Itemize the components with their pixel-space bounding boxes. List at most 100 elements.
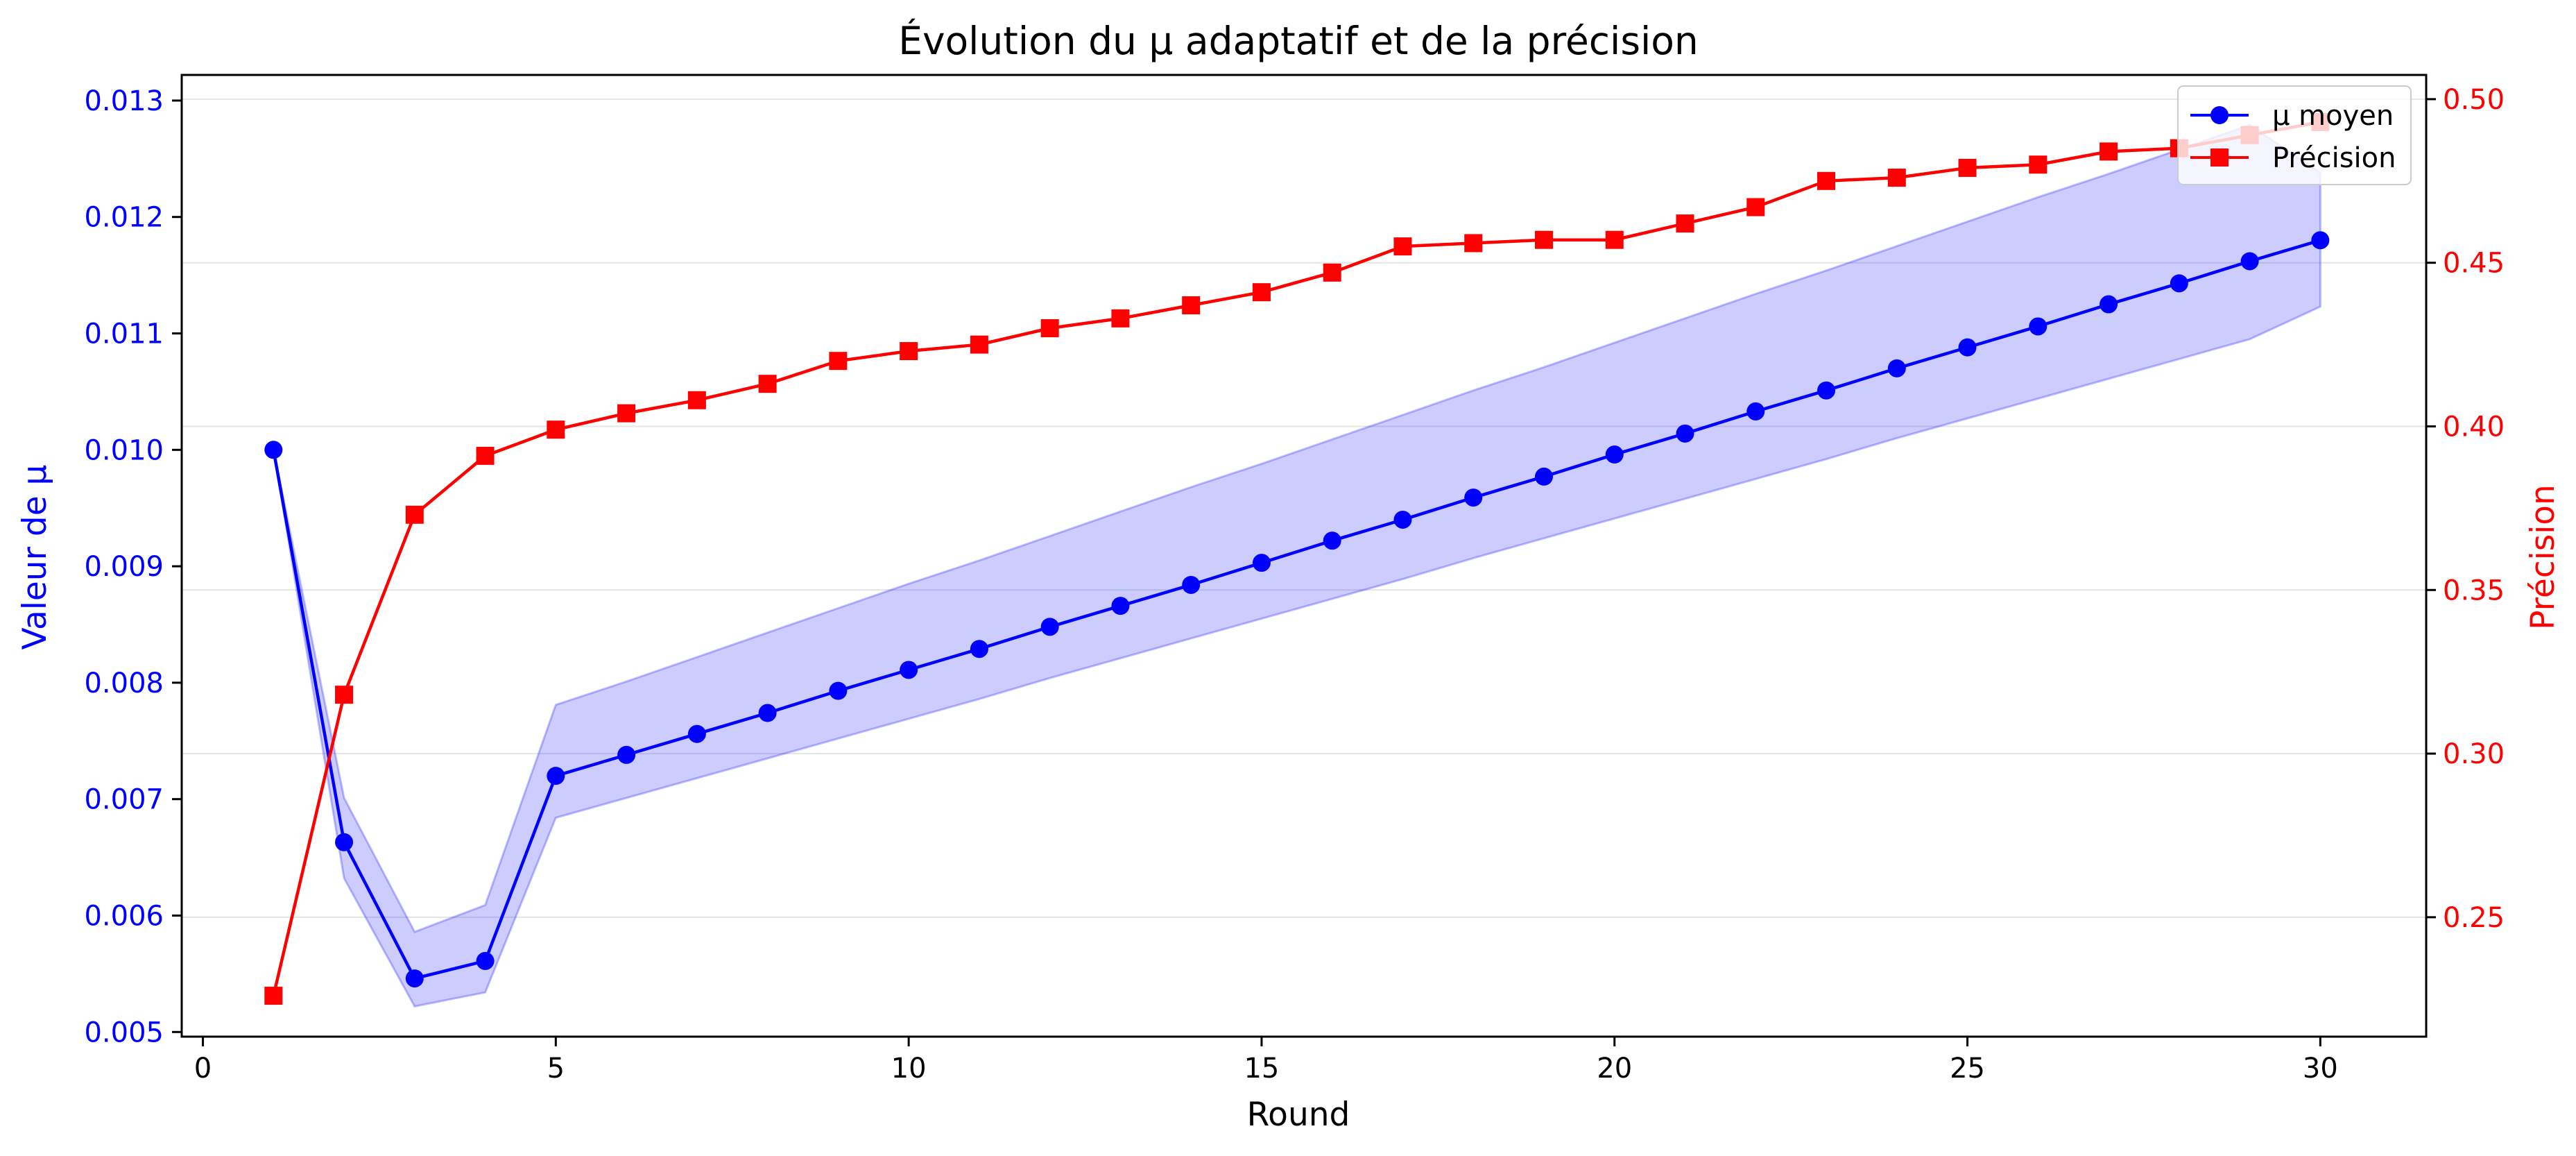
mu-point [1040,618,1059,636]
mu-point [1393,510,1412,529]
x-tick-label: 0 [194,1053,212,1085]
legend: µ moyen Précision [2177,85,2412,185]
x-tick-label: 15 [1244,1053,1279,1085]
mu-point [2311,231,2330,250]
chart-title: Évolution du µ adaptatif et de la précis… [898,19,1699,63]
x-tick-label: 25 [1950,1053,1985,1085]
series [264,112,2330,1005]
plot-frame [180,74,2428,1038]
precision-point [1817,171,1836,190]
mu-point [2029,317,2047,336]
y-right-tick-label: 0.35 [2443,575,2505,606]
y-axis-left-label: Valeur de µ [16,465,54,650]
y-left-tick-label: 0.013 [84,85,164,117]
mu-point [900,661,918,679]
x-tick-label: 20 [1597,1053,1632,1085]
mu-point [2170,274,2188,293]
mu-point [1887,359,1906,377]
mu-point [1605,445,1624,464]
mu-point [1464,488,1483,507]
mu-point [758,704,777,722]
y-left-tick-label: 0.010 [84,434,164,466]
legend-box [2177,85,2412,185]
mu-band [272,124,2321,1008]
precision-point [2100,142,2118,161]
y-axis-right-label: Précision [2524,484,2562,630]
mu-band-area [272,124,2321,1008]
legend-mu-marker [2210,106,2229,124]
y-left-tick-label: 0.005 [84,1017,164,1048]
y-axis-left: 0.005 0.006 0.007 0.008 0.009 0.010 0.011 0.012… [84,85,182,1048]
y-left-tick-label: 0.007 [84,784,164,816]
mu-point [1746,402,1765,420]
precision-point [1746,198,1765,216]
precision-point [1252,283,1271,302]
y-axis-right: 0.25 0.30 0.35 0.40 0.45 0.50 [2426,84,2505,934]
precision-line [272,120,2321,996]
precision-point [687,391,706,409]
precision-point [1393,237,1412,256]
precision-point [1323,263,1341,282]
mu-point [547,767,565,785]
mu-line [272,239,2321,980]
y-right-tick-label: 0.40 [2443,411,2505,443]
precision-point [1182,296,1201,314]
mu-point [970,640,988,658]
mu-point [1323,532,1341,550]
y-left-tick-label: 0.009 [84,551,164,583]
y-right-tick-label: 0.25 [2443,902,2505,934]
y-right-tick-label: 0.45 [2443,248,2505,280]
mu-point [1534,467,1553,486]
mu-point [1676,424,1694,443]
precision-point [1534,230,1553,249]
precision-point [405,505,424,524]
precision-point [1605,230,1624,249]
legend-precision-marker [2210,148,2229,167]
precision-point [970,335,988,354]
precision-point [547,420,565,439]
mu-point [405,969,424,988]
precision-point [2029,155,2047,174]
x-axis-label: Round [1247,1096,1350,1134]
mu-point [1817,381,1836,400]
precision-point [264,987,283,1005]
precision-point [476,446,495,465]
x-tick-label: 10 [891,1053,927,1085]
precision-point [1111,309,1130,328]
y-left-tick-label: 0.008 [84,668,164,699]
y-right-tick-label: 0.50 [2443,84,2505,116]
mu-point [2100,295,2118,314]
mu-point [1182,575,1201,594]
mu-point [2240,252,2259,271]
precision-point [335,686,354,704]
mu-point [617,745,636,764]
precision-point [617,404,636,423]
precision-point [1958,158,1977,177]
x-tick-label: 30 [2303,1053,2338,1085]
y-left-tick-label: 0.006 [84,900,164,932]
mu-point [476,951,495,970]
legend-precision-label: Précision [2272,142,2396,174]
mu-point [1958,338,1977,357]
mu-point [335,833,354,851]
precision-point [1887,169,1906,187]
x-axis: 0 5 10 15 20 25 30 [194,1037,2338,1085]
precision-point [758,375,777,393]
y-right-tick-label: 0.30 [2443,738,2505,770]
mu-point [1111,597,1130,615]
mu-point [829,681,848,700]
mu-point [264,441,283,459]
mu-point [1252,554,1271,572]
precision-point [829,352,848,371]
precision-point [1676,214,1694,233]
legend-mu-label: µ moyen [2272,100,2394,132]
y-left-tick-label: 0.012 [84,202,164,234]
precision-point [1464,234,1483,253]
mu-point [687,724,706,743]
x-tick-label: 5 [547,1053,565,1085]
precision-point [900,342,918,361]
precision-point [1040,319,1059,338]
y-left-tick-label: 0.011 [84,318,164,350]
